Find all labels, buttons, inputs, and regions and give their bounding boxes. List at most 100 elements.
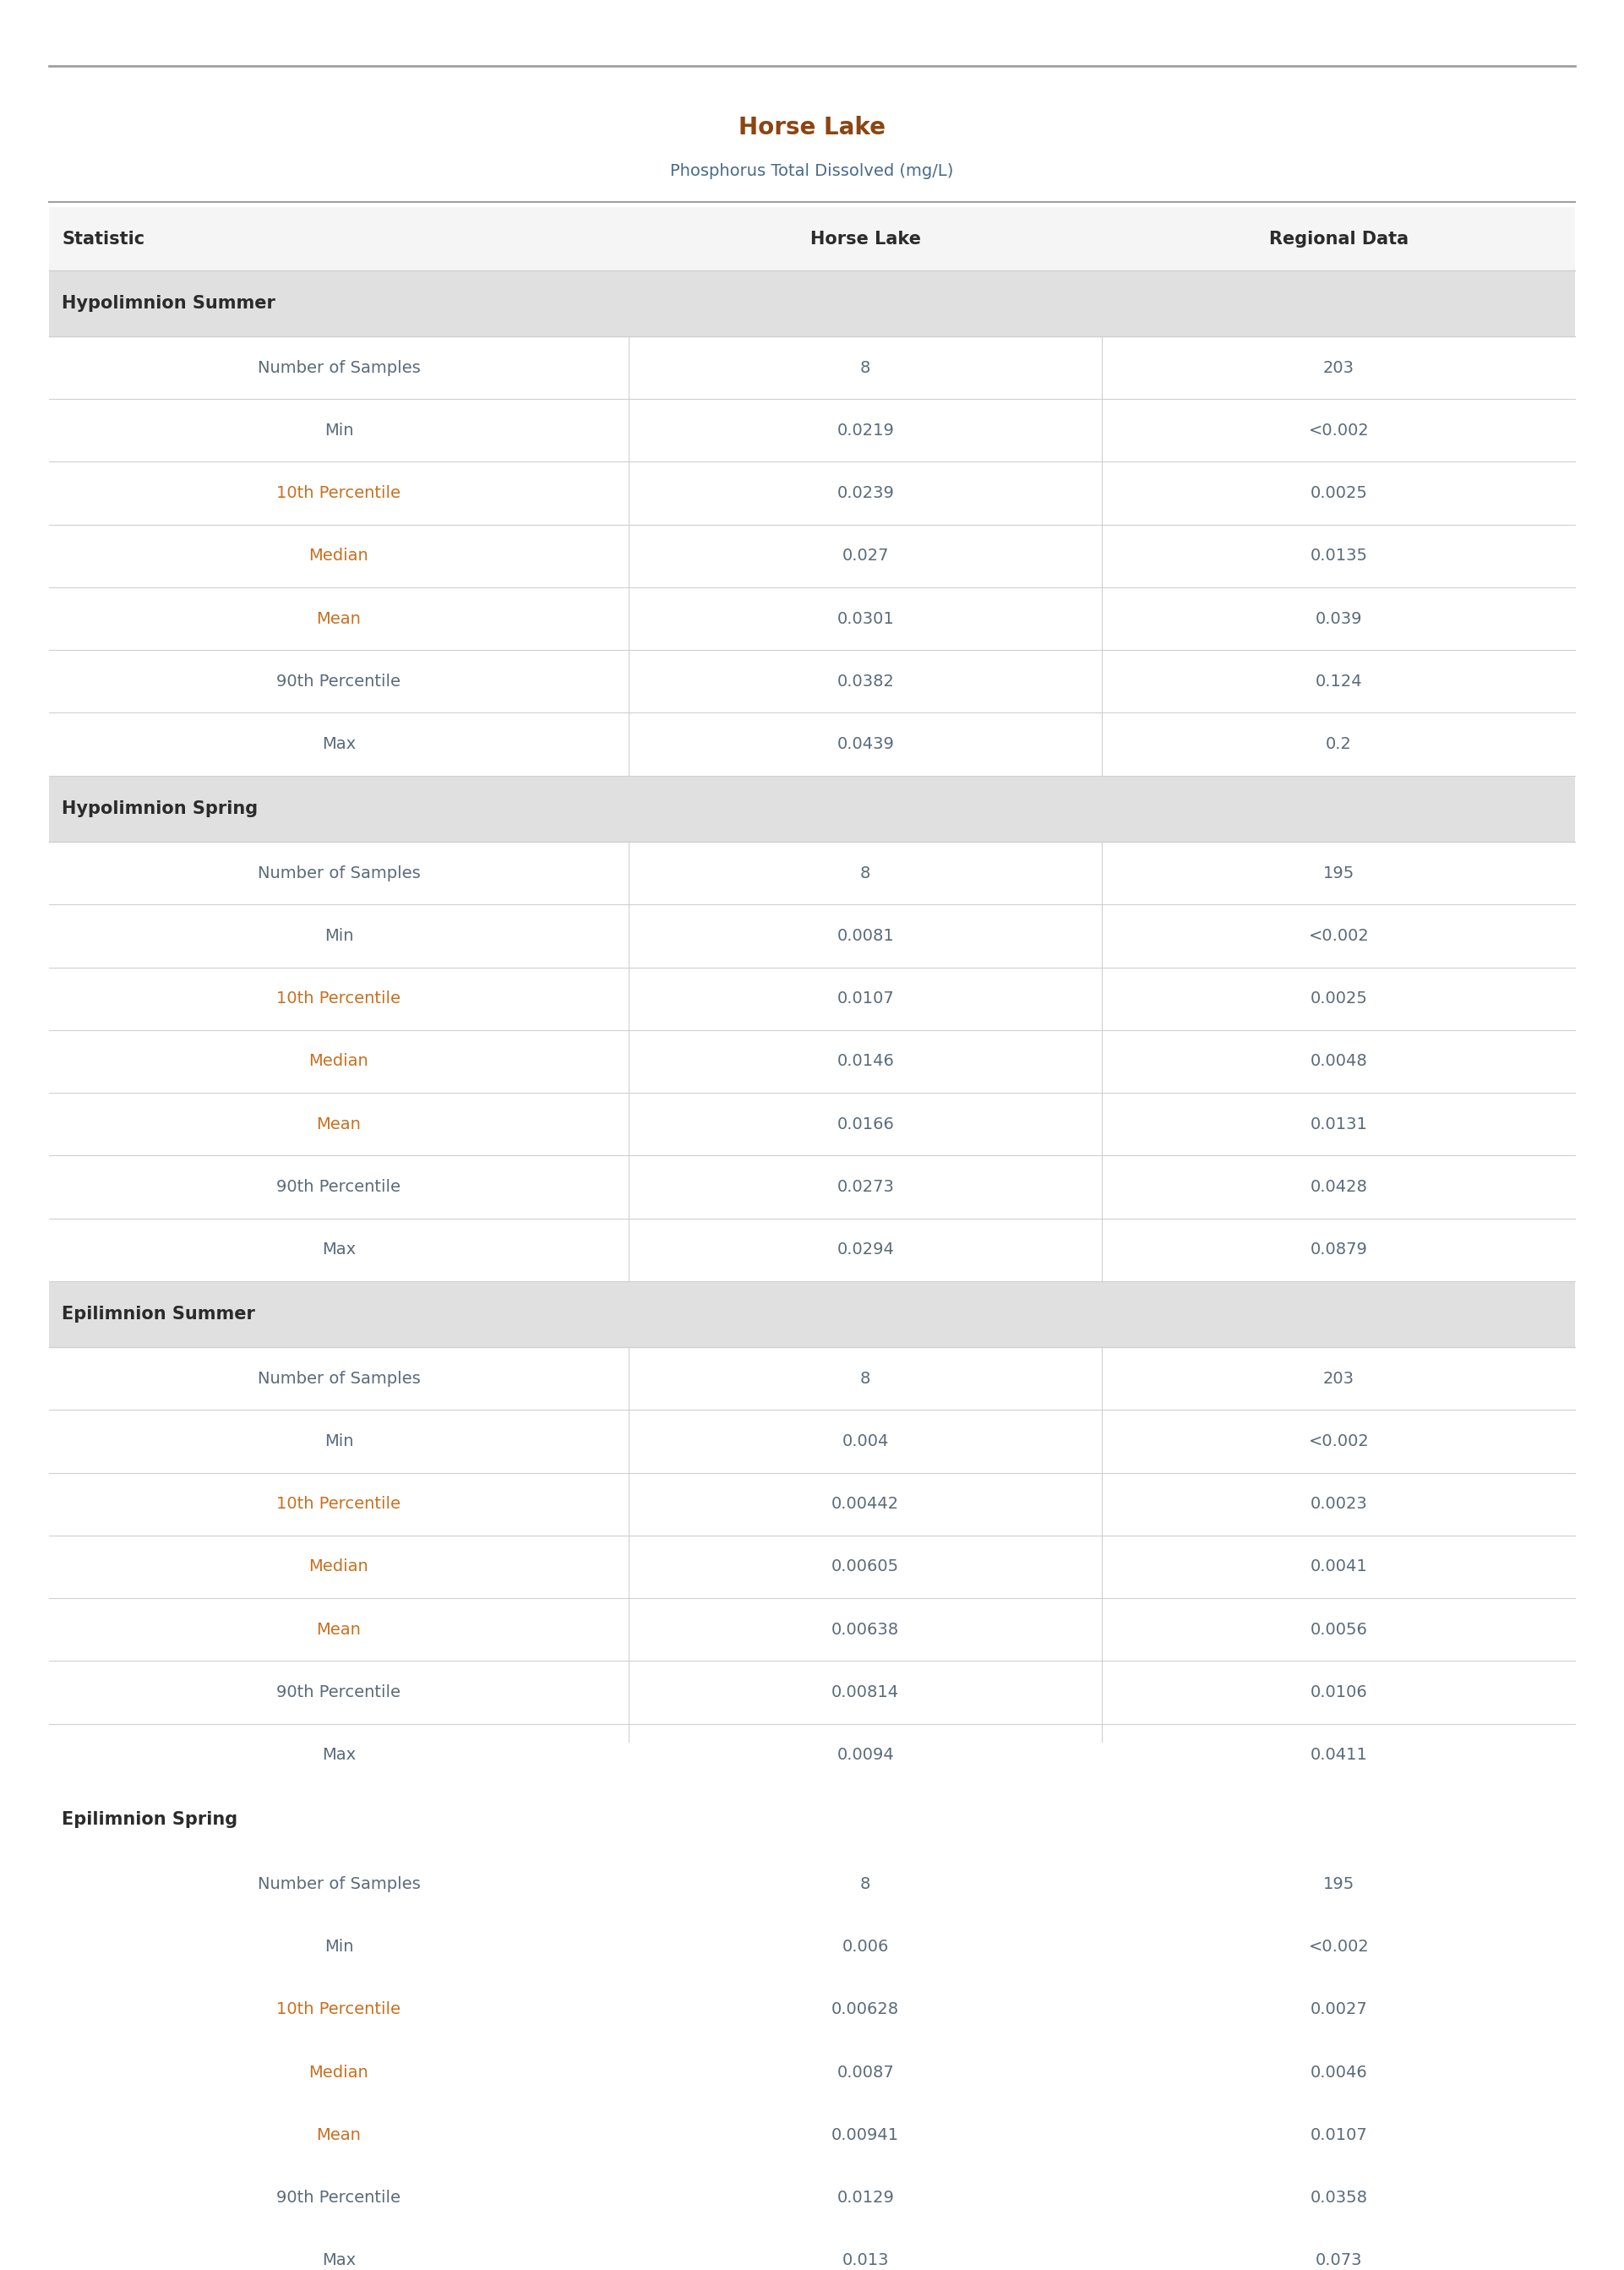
FancyBboxPatch shape [49,1662,1575,1723]
FancyBboxPatch shape [49,649,1575,713]
Text: 8: 8 [861,865,870,881]
Text: <0.002: <0.002 [1309,928,1369,944]
Text: <0.002: <0.002 [1309,1939,1369,1954]
Text: 10th Percentile: 10th Percentile [276,2002,401,2018]
FancyBboxPatch shape [49,1280,1575,1346]
Text: 0.00814: 0.00814 [831,1684,900,1700]
Text: 0.0094: 0.0094 [836,1748,895,1764]
Text: 0.0025: 0.0025 [1311,486,1367,502]
Text: 10th Percentile: 10th Percentile [276,1496,401,1512]
FancyBboxPatch shape [49,1852,1575,1916]
FancyBboxPatch shape [49,1219,1575,1280]
Text: Number of Samples: Number of Samples [257,1371,421,1387]
FancyBboxPatch shape [49,336,1575,400]
Text: Epilimnion Summer: Epilimnion Summer [62,1305,255,1323]
Text: 0.124: 0.124 [1315,674,1363,690]
Text: 0.0081: 0.0081 [836,928,895,944]
Text: 195: 195 [1324,865,1354,881]
Text: 0.0239: 0.0239 [836,486,895,502]
Text: Mean: Mean [317,1117,361,1133]
Text: 0.2: 0.2 [1325,735,1351,751]
Text: 10th Percentile: 10th Percentile [276,990,401,1006]
Text: 195: 195 [1324,1875,1354,1891]
Text: 0.0023: 0.0023 [1311,1496,1367,1512]
Text: 0.027: 0.027 [841,547,888,563]
FancyBboxPatch shape [49,400,1575,461]
FancyBboxPatch shape [49,842,1575,903]
Text: Max: Max [322,1748,356,1764]
Text: 0.0135: 0.0135 [1311,547,1367,563]
Text: 0.0382: 0.0382 [836,674,895,690]
Text: 0.0301: 0.0301 [836,611,895,627]
Text: 0.0166: 0.0166 [836,1117,895,1133]
Text: 90th Percentile: 90th Percentile [276,674,401,690]
Text: 0.0219: 0.0219 [836,422,895,438]
FancyBboxPatch shape [49,270,1575,336]
FancyBboxPatch shape [49,1473,1575,1535]
Text: 90th Percentile: 90th Percentile [276,1178,401,1194]
FancyBboxPatch shape [49,776,1575,842]
Text: 10th Percentile: 10th Percentile [276,486,401,502]
Text: 0.013: 0.013 [841,2252,888,2268]
Text: Phosphorus Total Dissolved (mg/L): Phosphorus Total Dissolved (mg/L) [671,163,953,179]
Text: Hypolimnion Summer: Hypolimnion Summer [62,295,276,311]
FancyBboxPatch shape [49,1916,1575,1977]
Text: Median: Median [309,547,369,563]
Text: 8: 8 [861,1875,870,1891]
FancyBboxPatch shape [49,713,1575,776]
Text: 0.0358: 0.0358 [1311,2191,1367,2206]
Text: 0.0428: 0.0428 [1311,1178,1367,1194]
Text: 90th Percentile: 90th Percentile [276,2191,401,2206]
FancyBboxPatch shape [49,2104,1575,2166]
Text: 0.0273: 0.0273 [836,1178,895,1194]
Text: Mean: Mean [317,2127,361,2143]
Text: 8: 8 [861,1371,870,1387]
Text: <0.002: <0.002 [1309,1432,1369,1448]
Text: 0.00638: 0.00638 [831,1621,900,1637]
Text: 0.00628: 0.00628 [831,2002,900,2018]
Text: 0.00442: 0.00442 [831,1496,900,1512]
Text: 203: 203 [1324,1371,1354,1387]
Text: Min: Min [325,1432,354,1448]
Text: 0.0107: 0.0107 [836,990,895,1006]
Text: Mean: Mean [317,1621,361,1637]
Text: Number of Samples: Number of Samples [257,1875,421,1891]
Text: Hypolimnion Spring: Hypolimnion Spring [62,801,258,817]
Text: Min: Min [325,928,354,944]
FancyBboxPatch shape [49,2041,1575,2104]
Text: 90th Percentile: 90th Percentile [276,1684,401,1700]
Text: 0.0027: 0.0027 [1311,2002,1367,2018]
Text: 0.0131: 0.0131 [1311,1117,1367,1133]
Text: 0.039: 0.039 [1315,611,1363,627]
Text: 203: 203 [1324,359,1354,377]
Text: 0.0041: 0.0041 [1311,1559,1367,1575]
FancyBboxPatch shape [49,1598,1575,1662]
FancyBboxPatch shape [49,1535,1575,1598]
FancyBboxPatch shape [49,588,1575,649]
Text: <0.002: <0.002 [1309,422,1369,438]
FancyBboxPatch shape [49,1031,1575,1092]
FancyBboxPatch shape [49,207,1575,270]
Text: 0.00941: 0.00941 [831,2127,900,2143]
Text: Epilimnion Spring: Epilimnion Spring [62,1811,237,1827]
FancyBboxPatch shape [49,524,1575,588]
Text: Number of Samples: Number of Samples [257,865,421,881]
Text: Max: Max [322,2252,356,2268]
Text: Max: Max [322,735,356,751]
FancyBboxPatch shape [49,1155,1575,1219]
Text: 0.006: 0.006 [841,1939,888,1954]
FancyBboxPatch shape [49,1346,1575,1410]
FancyBboxPatch shape [49,1786,1575,1852]
Text: Min: Min [325,1939,354,1954]
Text: 0.0129: 0.0129 [836,2191,895,2206]
Text: 0.0146: 0.0146 [836,1053,895,1069]
Text: 0.004: 0.004 [841,1432,888,1448]
Text: Max: Max [322,1242,356,1258]
Text: 0.0087: 0.0087 [836,2063,895,2079]
Text: 0.0294: 0.0294 [836,1242,895,1258]
Text: 0.0106: 0.0106 [1311,1684,1367,1700]
Text: 8: 8 [861,359,870,377]
FancyBboxPatch shape [49,1723,1575,1786]
Text: 0.0411: 0.0411 [1311,1748,1367,1764]
FancyBboxPatch shape [49,1092,1575,1155]
